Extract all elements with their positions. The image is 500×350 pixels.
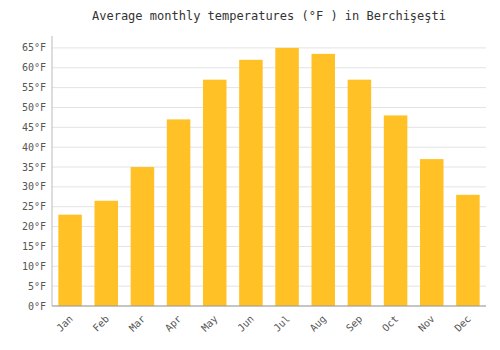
y-tick-label: 45°F bbox=[22, 122, 46, 133]
x-tick-label: Dec bbox=[452, 313, 473, 334]
y-tick-label: 5°F bbox=[28, 281, 46, 292]
y-tick-label: 0°F bbox=[28, 301, 46, 312]
x-tick-label: Feb bbox=[91, 313, 112, 334]
y-tick-label: 10°F bbox=[22, 261, 46, 272]
y-tick-label: 30°F bbox=[22, 181, 46, 192]
bar bbox=[167, 119, 191, 306]
y-tick-label: 25°F bbox=[22, 201, 46, 212]
grid-line bbox=[52, 67, 486, 68]
bar bbox=[203, 80, 227, 306]
bar bbox=[311, 54, 335, 306]
bars bbox=[58, 48, 479, 306]
bar bbox=[275, 48, 299, 306]
y-tick-label: 40°F bbox=[22, 142, 46, 153]
x-tick-label: Sep bbox=[344, 313, 365, 334]
chart: Average monthly temperatures (°F ) in Be… bbox=[0, 0, 500, 350]
grid-line bbox=[52, 87, 486, 88]
y-tick-label: 50°F bbox=[22, 102, 46, 113]
bar bbox=[94, 201, 118, 306]
x-tick-label: Oct bbox=[380, 313, 401, 334]
bar bbox=[456, 195, 480, 306]
bar bbox=[239, 60, 263, 306]
grid-line bbox=[52, 147, 486, 148]
bar bbox=[58, 215, 82, 306]
x-tick-label: Aug bbox=[308, 313, 329, 334]
x-tick-label: Apr bbox=[163, 313, 184, 334]
y-axis-line bbox=[52, 36, 53, 306]
grid-line bbox=[52, 107, 486, 108]
x-tick-label: May bbox=[199, 313, 220, 334]
y-tick-label: 15°F bbox=[22, 241, 46, 252]
y-tick-label: 20°F bbox=[22, 221, 46, 232]
x-tick-label: Nov bbox=[416, 313, 437, 334]
y-tick-label: 55°F bbox=[22, 82, 46, 93]
bar bbox=[348, 80, 372, 306]
grid-line bbox=[52, 127, 486, 128]
grid bbox=[52, 48, 486, 306]
x-tick-label: Mar bbox=[127, 313, 148, 334]
bar bbox=[384, 115, 408, 306]
bar bbox=[131, 167, 155, 306]
grid-line bbox=[52, 47, 486, 48]
bar bbox=[420, 159, 444, 306]
title: Average monthly temperatures (°F ) in Be… bbox=[92, 9, 446, 23]
x-tick-label: Jun bbox=[235, 313, 256, 334]
x-tick-label: Jan bbox=[54, 313, 75, 334]
x-tick-label: Jul bbox=[271, 313, 292, 334]
y-tick-label: 65°F bbox=[22, 42, 46, 53]
y-tick-label: 60°F bbox=[22, 62, 46, 73]
grid-line bbox=[52, 306, 486, 307]
x-axis-line bbox=[52, 306, 486, 307]
y-tick-label: 35°F bbox=[22, 162, 46, 173]
